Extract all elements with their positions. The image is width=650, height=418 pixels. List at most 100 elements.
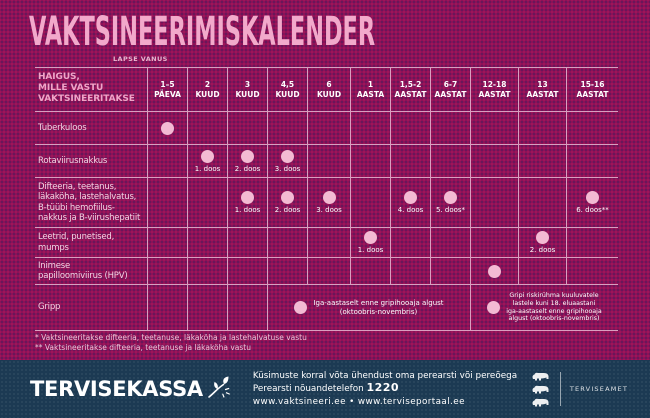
disease-label-line: Difteeria, teetanus,	[38, 181, 117, 192]
disease-label-line: mumps	[38, 242, 69, 253]
dose-label: 3. doos	[274, 164, 301, 173]
url-separator: •	[349, 397, 355, 407]
disease-label-line: Rotaviirusnakkus	[38, 155, 108, 166]
disease-label-line: Inimese	[38, 260, 71, 271]
dose-dot	[161, 121, 174, 135]
column-header: 1 AASTA	[351, 68, 391, 111]
disease-row: Difteeria, teetanus, läkaköha, lastehalva…	[35, 178, 618, 228]
column-header: 3 KUUD	[228, 68, 268, 111]
note-text-line: algust (oktoobris-novembris)	[508, 315, 600, 323]
disease-row: Gripp Iga-aastaselt enne gripihooaja algu…	[35, 285, 618, 330]
note-text-line: iga-aastaselt enne gripihooaja	[506, 307, 602, 315]
dose-cell: 2. doos	[519, 228, 567, 257]
dose-label: 2. doos	[234, 164, 261, 173]
age-axis-label: LAPSE VANUS	[113, 55, 168, 63]
dose-cell	[567, 145, 618, 177]
column-header-unit: AASTAT	[394, 89, 427, 99]
dose-cell: 1. doos	[351, 228, 391, 257]
merged-note-cell: Gripi riskirühma kuuluvatele lastele kuni…	[471, 285, 618, 330]
dose-cell	[188, 112, 228, 144]
table-header-row: HAIGUS, MILLE VASTU VAKTSINEERITAKSE 1–5 PÄE…	[35, 68, 618, 112]
column-header-unit: KUUD	[235, 89, 260, 99]
dose-label: 3. doos	[316, 206, 342, 214]
column-header-unit: KUUD	[316, 89, 342, 99]
page-title: VAKTSINEERIMISKALENDER	[29, 9, 376, 55]
disease-label-line: nakkus ja B-viirushepatiit	[38, 213, 141, 223]
footer-bar: TERVISEKASSA Küsimuste korral võta ühend…	[0, 360, 650, 418]
dose-label: 4. doos	[397, 206, 424, 214]
dose-dot	[404, 191, 417, 204]
note-text: Gripi riskirühma kuuluvatele lastele kuni…	[506, 292, 602, 323]
disease-label: Gripp	[35, 285, 148, 330]
dose-cell	[351, 112, 391, 144]
column-header: 1–5 PÄEVA	[148, 68, 188, 111]
dose-cell	[519, 178, 567, 227]
dose-cell: 6. doos**	[567, 178, 618, 227]
dose-cell	[431, 258, 471, 284]
dose-dot	[322, 191, 336, 204]
column-header-age: 15-16	[580, 80, 605, 89]
contact-info: Küsimuste korral võta ühendust oma perea…	[253, 370, 517, 408]
dose-cell	[188, 285, 228, 330]
column-header: 2 KUUD	[188, 68, 228, 111]
contact-line-1: Küsimuste korral võta ühendust oma perea…	[252, 371, 518, 381]
vaktsineeri-url[interactable]: www.vaktsineeri.ee	[252, 397, 346, 407]
dose-cell	[268, 228, 308, 257]
dose-cell: 2. doos	[268, 178, 308, 227]
dose-label: 1. doos	[234, 206, 261, 214]
corner-label-line: HAIGUS,	[38, 72, 80, 82]
column-header-age: 13	[537, 80, 548, 89]
dose-cell	[471, 112, 519, 144]
dose-label: 2. doos	[274, 206, 301, 214]
column-header-age: 6	[326, 80, 332, 89]
terviseamet-wordmark: TERVISEAMET	[569, 385, 628, 393]
dose-cell	[351, 258, 391, 284]
disease-label: Tuberkuloos	[35, 112, 148, 144]
contact-line-phone: Perearsti nõuandetelefon 1220	[253, 382, 517, 395]
note-text: Iga-aastaselt enne gripihooaja algust (ok…	[313, 299, 443, 317]
dose-cell	[268, 112, 308, 144]
note-text-line: Gripi riskirühma kuuluvatele	[509, 291, 599, 299]
dose-dot	[201, 149, 214, 163]
terviseportaal-url[interactable]: www.terviseportaal.ee	[357, 397, 465, 407]
dose-cell: 3. doos	[268, 145, 308, 177]
contact-line-urls: www.vaktsineeri.ee • www.terviseportaal.…	[253, 396, 517, 408]
disease-label: Leetrid, punetised, mumps	[35, 228, 148, 257]
column-header-unit: KUUD	[195, 89, 220, 99]
dose-cell	[228, 258, 268, 284]
corner-label: HAIGUS, MILLE VASTU VAKTSINEERITAKSE	[35, 68, 148, 111]
column-header-unit: AASTAT	[478, 89, 511, 99]
disease-label-line: Tuberkuloos	[38, 122, 87, 133]
disease-row: Tuberkuloos	[35, 112, 618, 145]
dose-cell	[188, 258, 228, 284]
tervisekassa-logo: TERVISEKASSA	[30, 376, 231, 401]
dose-dot	[281, 149, 294, 163]
disease-row: Leetrid, punetised, mumps 1. doos 2. doos	[35, 228, 618, 258]
merged-note-cell: Iga-aastaselt enne gripihooaja algust (ok…	[268, 285, 471, 330]
dose-dot	[364, 231, 377, 244]
disease-label-line: papilloomiviirus (HPV)	[38, 271, 128, 281]
disease-label-line: läkaköha, lastehalvatus,	[38, 192, 137, 202]
column-header-age: 2	[204, 80, 211, 89]
dose-cell: 4. doos	[391, 178, 431, 227]
dose-cell	[431, 112, 471, 144]
column-header-age: 4,5	[280, 80, 295, 89]
disease-row: Rotaviirusnakkus 1. doos 2. doos 3. doos	[35, 145, 618, 178]
dose-dot	[536, 231, 549, 244]
disease-label-line: B-tüübi hemofiilus-	[38, 202, 115, 213]
column-header-unit: AASTAT	[526, 89, 559, 99]
dose-cell	[308, 258, 351, 284]
column-header: 12-18 AASTAT	[471, 68, 519, 111]
tervisekassa-wordmark: TERVISEKASSA	[30, 377, 203, 401]
column-header-age: 12-18	[482, 80, 507, 89]
dose-cell	[228, 228, 268, 257]
column-header-unit: AASTA	[356, 89, 385, 99]
dose-cell	[567, 228, 618, 257]
dose-cell	[148, 112, 188, 144]
dose-dot	[281, 191, 294, 204]
coat-of-arms-icon	[532, 372, 549, 407]
column-header: 4,5 KUUD	[268, 68, 308, 111]
column-header-unit: AASTAT	[576, 89, 609, 99]
dose-dot	[586, 191, 599, 204]
